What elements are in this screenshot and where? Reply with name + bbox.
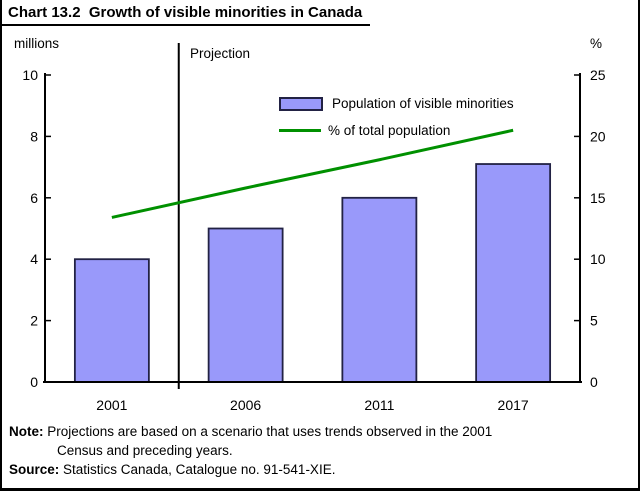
bar-2001 [73,258,150,383]
left-tick-label-2: 2 [30,313,38,329]
source-text: Statistics Canada, Catalogue no. 91-541-… [63,462,336,477]
x-label-2001: 2001 [96,397,127,413]
bar-2006 [207,227,284,383]
note-line-1: Note: Projections are based on a scenari… [9,422,492,441]
left-axis-unit-label: millions [14,36,60,51]
right-tick-label-0: 0 [590,374,598,390]
right-tick-label-10: 10 [590,251,606,267]
left-tick-label-10: 10 [22,67,38,83]
right-tick-label-5: 5 [590,313,598,329]
plot-area: 0 2 4 6 8 10 0 5 10 15 20 25 2001 2006 2011 2017 [22,43,606,413]
bar-2011 [341,196,418,383]
left-tick-label-8: 8 [30,128,38,144]
legend-line-label: % of total population [328,123,451,138]
x-label-2011: 2011 [364,397,394,413]
bar-2017 [475,163,552,383]
legend-bar-label: Population of visible minorities [332,96,514,111]
source-label: Source: [9,462,60,477]
note-label: Note: [9,424,44,439]
source-line: Source: Statistics Canada, Catalogue no.… [9,460,492,479]
legend-bar-swatch [279,96,323,111]
notes-block: Note: Projections are based on a scenari… [9,422,492,479]
percent-trend-line [111,128,514,219]
left-tick-label-6: 6 [30,190,38,206]
left-tick-label-0: 0 [30,374,38,390]
note-line-2: Census and preceding years. [57,443,233,458]
right-tick-label-20: 20 [590,128,606,144]
x-label-2017: 2017 [498,397,529,413]
legend-item-line: % of total population [279,117,514,144]
left-tick-label-4: 4 [30,251,38,267]
legend-line-swatch [279,129,321,132]
x-label-2006: 2006 [230,397,261,413]
legend-item-bars: Population of visible minorities [279,90,514,117]
legend: Population of visible minorities % of to… [279,90,514,144]
chart-title: Chart 13.2 Growth of visible minorities … [2,1,371,26]
right-axis-unit-label: % [590,36,603,51]
right-tick-label-15: 15 [590,190,606,206]
right-tick-label-25: 25 [590,67,606,83]
projection-label: Projection [190,46,251,61]
note-text: Projections are based on a scenario that… [47,424,493,439]
